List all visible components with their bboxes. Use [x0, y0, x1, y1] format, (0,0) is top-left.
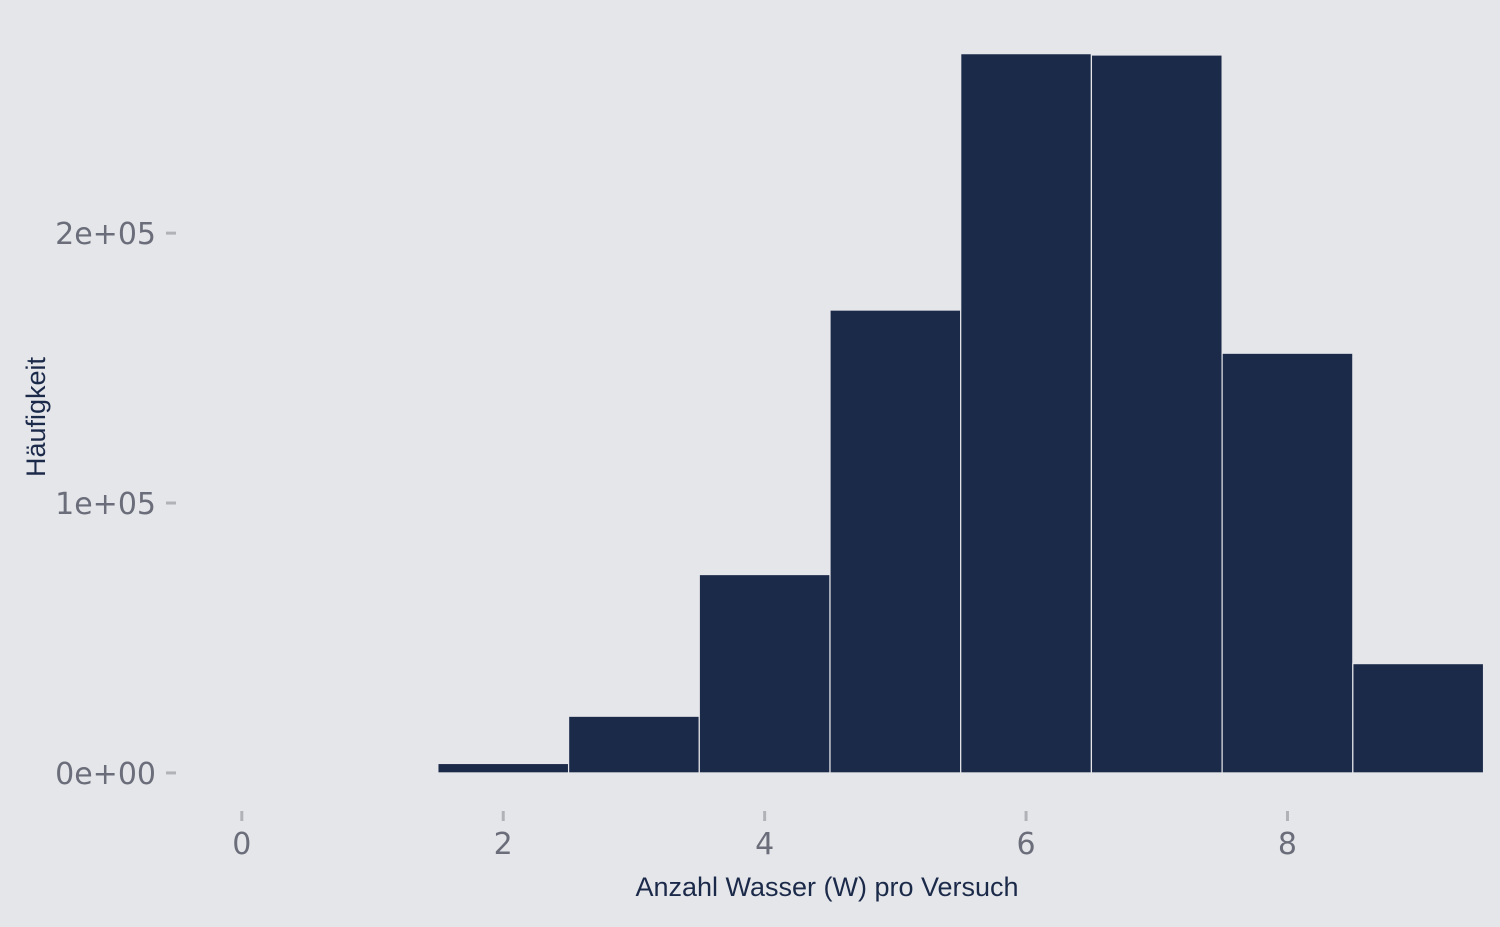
- x-tick-label: 4: [755, 827, 774, 862]
- bars-layer: [306, 53, 1485, 774]
- x-axis: 0 2 4 6 8: [232, 811, 1297, 862]
- histogram-bar: [1352, 663, 1485, 774]
- histogram-bar: [567, 715, 700, 774]
- x-tick-label: 2: [494, 827, 513, 862]
- y-axis: 0e+00 1e+05 2e+05: [55, 217, 176, 792]
- y-tick-label: 1e+05: [55, 487, 156, 522]
- x-axis-title: Anzahl Wasser (W) pro Versuch: [635, 872, 1018, 902]
- y-tick-label: 0e+00: [55, 757, 156, 792]
- x-tick-label: 6: [1017, 827, 1036, 862]
- x-tick-label: 8: [1278, 827, 1297, 862]
- x-tick-label: 0: [232, 827, 251, 862]
- y-axis-title: Häufigkeit: [21, 356, 51, 477]
- histogram-bar: [437, 762, 570, 774]
- histogram-bar: [1221, 352, 1354, 774]
- histogram-bar: [306, 771, 439, 774]
- histogram-bar: [1090, 54, 1223, 774]
- histogram-bar: [829, 309, 962, 774]
- histogram-bar: [698, 573, 831, 774]
- histogram-bar: [960, 53, 1093, 774]
- y-tick-label: 2e+05: [55, 217, 156, 252]
